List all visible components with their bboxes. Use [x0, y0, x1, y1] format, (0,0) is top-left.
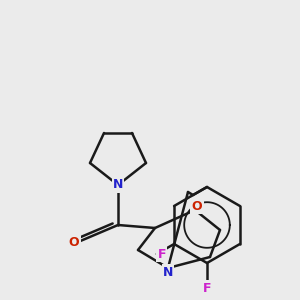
Text: F: F [158, 248, 166, 260]
Text: F: F [203, 281, 211, 295]
Text: N: N [113, 178, 123, 191]
Text: O: O [192, 200, 202, 212]
Text: N: N [163, 266, 173, 278]
Text: O: O [69, 236, 79, 248]
